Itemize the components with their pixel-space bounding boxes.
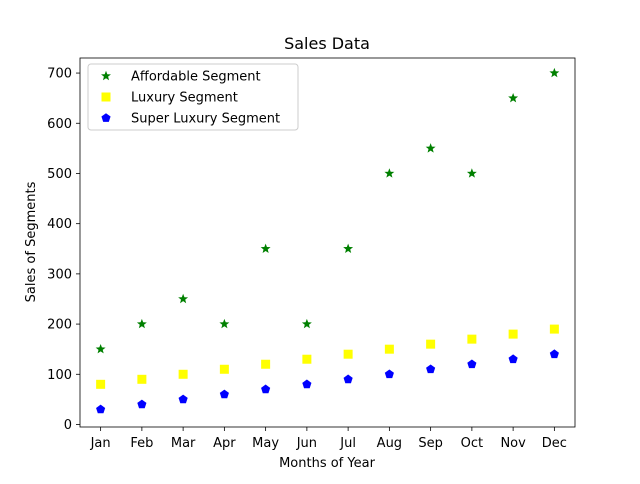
axes: Jan Feb Mar Apr May Jun Jul Aug Sep Oct Nov Dec 0 100…: [47, 57, 576, 451]
data-point: [343, 349, 353, 359]
data-point: [467, 359, 477, 369]
data-point: [178, 293, 189, 304]
legend: Affordable Segment Luxury Segment Super Lu…: [87, 63, 299, 131]
legend-marker: [101, 70, 111, 81]
x-tick-label: Dec: [542, 436, 567, 451]
x-axis-label: Months of Year: [279, 456, 375, 471]
data-point: [343, 374, 353, 384]
data-point: [301, 318, 312, 329]
y-tick-label: 200: [47, 318, 72, 333]
data-point: [136, 318, 147, 329]
data-point: [425, 143, 436, 153]
x-tick-label: Feb: [130, 436, 153, 451]
x-tick-label: Apr: [213, 436, 236, 451]
legend-label: Super Luxury Segment: [131, 112, 280, 127]
x-tick-label: Aug: [377, 436, 402, 451]
data-point: [219, 364, 229, 374]
data-point: [302, 354, 312, 364]
data-point: [137, 374, 147, 384]
x-tick-label: Jun: [296, 436, 317, 451]
data-point: [178, 369, 188, 379]
data-point: [549, 349, 559, 359]
data-point: [384, 369, 394, 379]
legend-box: [87, 63, 299, 131]
series-3: [96, 349, 559, 414]
data-point: [343, 243, 354, 253]
legend-label: Luxury Segment: [131, 91, 238, 106]
data-point: [95, 343, 106, 354]
data-point: [549, 324, 559, 334]
data-point: [178, 394, 188, 404]
data-point: [384, 344, 394, 354]
y-tick-label: 300: [47, 267, 72, 282]
data-point: [508, 354, 518, 364]
x-tick-label: Jan: [90, 436, 111, 451]
data-point: [302, 379, 312, 389]
data-point: [508, 92, 519, 103]
data-point: [137, 399, 147, 409]
y-tick-label: 0: [64, 418, 72, 433]
data-point: [508, 329, 518, 339]
series-2: [96, 324, 559, 389]
data-point: [219, 318, 230, 329]
x-tick-label: Mar: [171, 436, 196, 451]
x-tick-label: Jul: [339, 436, 356, 451]
y-tick-label: 700: [47, 67, 72, 82]
data-point: [219, 389, 229, 399]
data-point: [467, 334, 477, 344]
plot-area: [95, 67, 560, 414]
y-axis-label: Sales of Segments: [24, 181, 39, 302]
legend-marker: [101, 92, 111, 102]
y-tick-label: 500: [47, 167, 72, 182]
data-point: [261, 359, 271, 369]
data-point: [549, 67, 560, 78]
y-tick-label: 600: [47, 117, 72, 132]
series-1: [95, 67, 560, 354]
data-point: [426, 339, 436, 349]
data-point: [96, 404, 106, 414]
data-point: [426, 364, 436, 374]
x-tick-label: Nov: [500, 436, 526, 451]
x-tick-label: Sep: [418, 436, 443, 451]
x-tick-label: May: [252, 436, 279, 451]
x-tick-label: Oct: [461, 436, 483, 451]
legend-marker: [101, 113, 111, 122]
legend-label: Affordable Segment: [131, 70, 261, 85]
data-point: [384, 168, 395, 178]
chart-title: Sales Data: [284, 34, 370, 53]
y-tick-label: 100: [47, 368, 72, 383]
data-point: [466, 168, 477, 178]
y-tick-label: 400: [47, 217, 72, 232]
data-point: [260, 243, 271, 253]
data-point: [261, 384, 271, 394]
data-point: [96, 379, 106, 389]
plot-frame: [79, 57, 576, 428]
